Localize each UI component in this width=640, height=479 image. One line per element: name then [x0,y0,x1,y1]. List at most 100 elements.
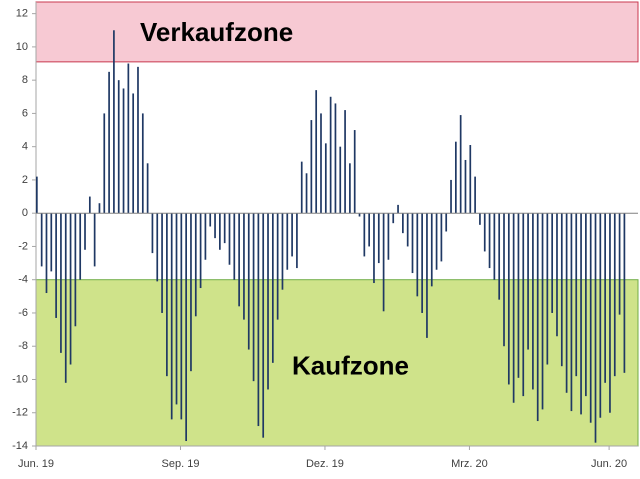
bar [190,213,192,372]
bar [613,213,616,377]
bar [74,213,77,327]
y-tick-label: 12 [16,8,28,20]
y-tick-label: 10 [16,41,28,53]
bar [349,163,351,214]
bar [493,213,496,280]
bar [214,213,216,239]
bar [474,176,476,214]
bar [194,213,197,317]
bar [594,213,597,443]
bar [228,213,231,265]
bar [575,213,578,377]
bar [406,213,409,247]
bar [402,213,404,234]
y-tick-label: 0 [22,207,28,219]
bar [146,163,149,214]
bar [286,213,289,270]
bar [585,213,587,397]
bar [450,179,452,214]
bar [320,113,322,214]
bar [127,63,130,214]
zone-label: Kaufzone [292,351,409,381]
bar [329,96,332,214]
bar [141,113,144,214]
x-tick-label: Jun. 19 [18,458,54,470]
zone [35,1,639,63]
bar [55,213,57,318]
y-tick-label: 4 [22,141,28,153]
bar [426,213,428,338]
y-tick-label: 2 [22,174,28,186]
bar [175,213,178,405]
bar [430,213,433,287]
zone-label: Verkaufzone [140,17,293,47]
bar [50,213,53,272]
bar [238,213,240,307]
bar [334,103,337,214]
bar [296,213,298,269]
bar [243,213,245,320]
bar [580,213,582,415]
bar [358,213,361,217]
x-tick-label: Jun. 20 [591,458,627,470]
y-tick-label: -12 [12,407,28,419]
y-tick-label: 6 [22,107,28,119]
bar [36,176,38,214]
bar [532,213,534,390]
bar [339,146,342,214]
bar [435,213,438,270]
bar [310,120,313,214]
x-tick-label: Dez. 19 [306,458,344,470]
bar [291,213,293,257]
bar [488,213,491,269]
bar [507,213,510,385]
x-tick-label: Mrz. 20 [451,458,488,470]
bar [40,213,43,267]
bar [88,196,91,214]
y-tick-label: -4 [18,274,28,286]
bar [166,213,168,377]
bar [281,213,284,290]
bar [117,80,120,214]
bar [609,213,611,413]
bar [368,213,371,247]
bar [233,213,236,280]
bar [464,159,467,214]
bar [79,213,82,280]
bar [170,213,173,420]
bar [156,213,159,282]
bar [536,213,539,422]
bar [204,213,207,260]
bar [560,213,563,367]
bar [108,71,110,214]
bar [219,213,221,250]
y-tick-label: -2 [18,240,28,252]
bar [589,213,592,423]
y-tick-label: -14 [12,440,28,452]
bar [199,213,202,289]
bar [353,130,356,214]
bar [556,213,558,337]
bar [300,161,303,214]
bar [483,213,486,252]
bar [209,213,212,227]
bar [397,204,399,214]
bar [459,115,462,214]
bar [93,213,96,267]
bar [363,213,366,257]
bar [315,90,318,214]
bar [599,213,602,418]
bar [151,213,154,254]
y-tick-label: -6 [18,307,28,319]
bar [604,213,606,383]
bar [469,145,472,214]
bar [267,213,269,390]
bar [382,213,385,312]
bar [247,213,250,350]
bar [276,213,279,320]
bar [541,213,544,410]
x-tick-label: Sep. 19 [162,458,200,470]
bar [387,213,390,260]
bar [479,213,481,225]
